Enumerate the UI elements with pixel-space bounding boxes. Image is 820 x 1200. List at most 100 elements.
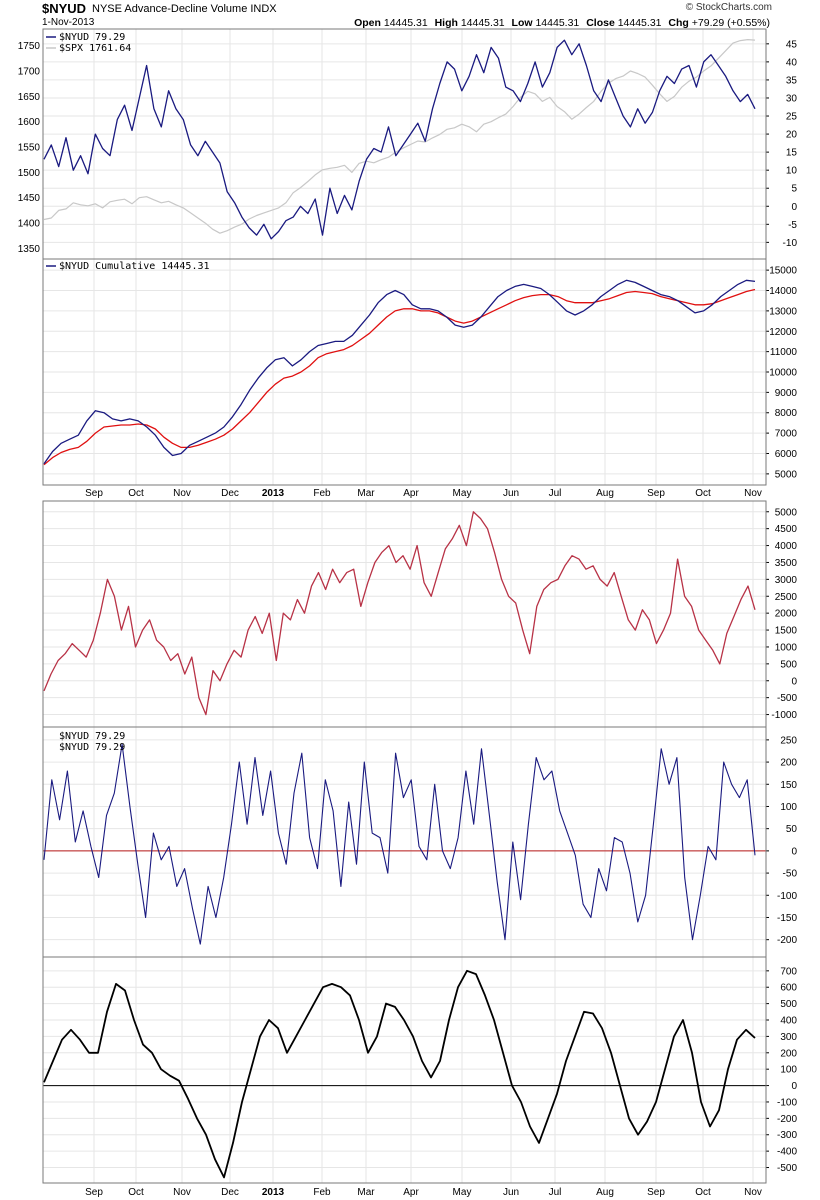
open-label: Open [354,17,381,29]
panel-3-tick-label: 150 [780,780,797,791]
panel-4-tick-label: -500 [777,1163,797,1174]
month-label: Sep [85,488,103,499]
panel-2-background [43,501,766,727]
month-label: Mar [357,488,375,499]
panel-2-tick-label: 3000 [775,575,798,586]
left-axis-tick-label: 1750 [18,41,41,52]
panel-1-tick-label: 13000 [769,306,797,317]
quote-bar: Open 14445.31 High 14445.31 Low 14445.31… [350,17,770,29]
moving-average-line [43,288,756,466]
high-value: 14445.31 [460,17,505,29]
panel-2-tick-label: 1000 [775,642,798,653]
panel-3-tick-label: 100 [780,802,797,813]
panel-3-background [43,727,766,957]
panel-2-tick-label: 0 [791,676,797,687]
month-label: Nov [744,1187,762,1198]
panel-0-tick-label: 10 [786,166,798,177]
legend-nyud: $NYUD 79.29 [59,32,125,43]
month-label: Nov [173,1187,191,1198]
panel-1-tick-label: 15000 [769,266,797,277]
panel-0-tick-label: 0 [791,202,797,213]
panel-4-tick-label: 200 [780,1048,797,1059]
panel-2-tick-label: 4000 [775,541,798,552]
panel-4-tick-label: -400 [777,1147,797,1158]
month-label: Aug [596,1187,614,1198]
left-axis-tick-label: 1400 [18,219,41,230]
panel-0-tick-label: -10 [783,238,798,249]
close-value: 14445.31 [617,17,662,29]
panel-0-tick-label: 35 [786,75,798,86]
legend-spx: $SPX 1761.64 [59,43,131,54]
panel-4-tick-label: 300 [780,1032,797,1043]
legend-cumulative: $NYUD Cumulative 14445.31 [59,261,210,272]
chart-date: 1-Nov-2013 [42,17,95,28]
panel-1-tick-label: 14000 [769,286,797,297]
panel-4-tick-label: 700 [780,966,797,977]
month-label: May [453,1187,472,1198]
panel-1-border [42,258,767,486]
month-label: Oct [128,488,144,499]
month-label: Aug [596,488,614,499]
left-axis-tick-label: 1700 [18,67,41,78]
open-value: 14445.31 [383,17,428,29]
oscillator-line [43,511,756,716]
panel-3-tick-label: -50 [783,869,798,880]
left-axis-tick-label: 1600 [18,117,41,128]
panel-0-tick-label: -5 [788,220,797,231]
month-label: Sep [647,488,665,499]
panel-3-tick-label: -200 [777,935,797,946]
left-axis-tick-label: 1350 [18,244,41,255]
panel-4-tick-label: -300 [777,1130,797,1141]
panel-3-tick-label: 0 [791,846,797,857]
panel-1-tick-label: 5000 [775,469,798,480]
chart-symbol: $NYUD [42,1,87,16]
month-label: Dec [221,488,239,499]
month-label: Feb [313,1187,331,1198]
month-label: Oct [695,1187,711,1198]
month-label: Sep [647,1187,665,1198]
panel-4-tick-label: -100 [777,1097,797,1108]
month-label: Oct [128,1187,144,1198]
panel-3-tick-label: -100 [777,891,797,902]
panel-3-tick-label: 250 [780,735,797,746]
month-label: Dec [221,1187,239,1198]
panel-2-tick-label: 500 [780,659,797,670]
momentum-line [43,743,756,945]
month-label: 2013 [262,488,285,499]
legend-momentum-2: $NYUD 79.29 [59,742,125,753]
panel-0-tick-label: 5 [791,184,797,195]
panel-2-tick-label: 5000 [775,507,798,518]
low-value: 14445.31 [535,17,580,29]
panel-4-background [43,957,766,1183]
panel-0-tick-label: 15 [786,148,798,159]
legend-momentum: $NYUD 79.29 [59,731,125,742]
panel-0-tick-label: 45 [786,39,798,50]
panel-4-tick-label: 500 [780,999,797,1010]
panel-2-tick-label: -1000 [771,710,797,721]
panel-4-border [42,956,767,1184]
brand-link[interactable]: © StockCharts.com [685,2,772,13]
month-label: Nov [744,488,762,499]
month-label: 2013 [262,1187,285,1198]
month-label: Jun [503,488,519,499]
panel-2-tick-label: 4500 [775,524,798,535]
panel-0-tick-label: 40 [786,57,798,68]
panel-1-tick-label: 6000 [775,449,798,460]
panel-4-tick-label: 400 [780,1016,797,1027]
panel-1-tick-label: 10000 [769,368,797,379]
close-label: Close [586,17,615,29]
panel-3-tick-label: -150 [777,913,797,924]
panel-4-tick-label: 0 [791,1081,797,1092]
month-label: Jul [549,488,562,499]
month-label: Oct [695,488,711,499]
panel-3-tick-label: 200 [780,758,797,769]
chg-label: Chg [668,17,689,29]
month-label: Sep [85,1187,103,1198]
panel-2-tick-label: -500 [777,693,797,704]
high-label: High [434,17,458,29]
panel-1-tick-label: 11000 [770,347,798,358]
panel-4-tick-label: -200 [777,1114,797,1125]
panel-1-tick-label: 8000 [775,408,798,419]
low-label: Low [511,17,533,29]
